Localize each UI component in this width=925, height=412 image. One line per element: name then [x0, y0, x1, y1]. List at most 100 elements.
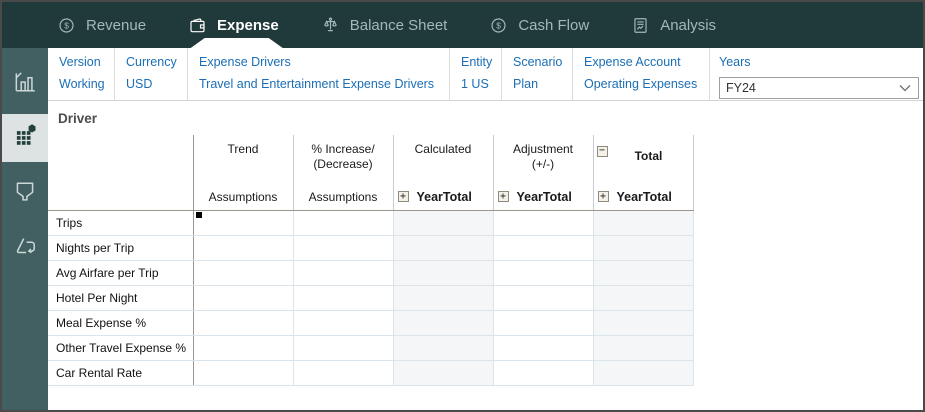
grid-cell-readonly[interactable]: [593, 285, 694, 311]
bar-chart-icon: [12, 68, 38, 99]
column-header-adjustment[interactable]: Adjustment (+/-): [493, 135, 594, 184]
grid-cell-readonly[interactable]: [393, 260, 494, 286]
grid-cell[interactable]: [293, 310, 394, 336]
table-row: Car Rental Rate: [48, 360, 694, 386]
pov-segment-scenario: Scenario Plan: [502, 48, 573, 100]
column-header-yeartotal-adjustment[interactable]: YearTotal: [493, 184, 594, 211]
table-row: Avg Airfare per Trip: [48, 260, 694, 286]
grid-cell-readonly[interactable]: [393, 235, 494, 261]
chevron-down-icon: [899, 84, 918, 92]
cell-selection-marker: [195, 211, 202, 218]
pov-member-version[interactable]: Working: [59, 77, 105, 91]
row-header[interactable]: Other Travel Expense %: [48, 335, 194, 361]
grid-cell-readonly[interactable]: [593, 210, 694, 236]
tab-label: Cash Flow: [518, 16, 590, 34]
years-dropdown-value: FY24: [726, 81, 756, 95]
pov-member-expense-account[interactable]: Operating Expenses: [584, 77, 698, 91]
svg-text:$: $: [64, 20, 69, 30]
pov-label: Currency: [126, 55, 177, 69]
grid-cell[interactable]: [493, 285, 594, 311]
grid-cell[interactable]: [193, 335, 294, 361]
grid-cell-readonly[interactable]: [393, 210, 494, 236]
grid-cell[interactable]: [193, 235, 294, 261]
years-dropdown[interactable]: FY24: [719, 77, 919, 99]
grid-cell-readonly[interactable]: [393, 310, 494, 336]
tab-revenue[interactable]: $ Revenue: [55, 2, 148, 48]
svg-text:$: $: [497, 20, 502, 30]
column-header-assumptions-trend[interactable]: Assumptions: [193, 184, 294, 211]
grid-cell[interactable]: [293, 260, 394, 286]
grid-cell[interactable]: [193, 310, 294, 336]
pov-member-currency[interactable]: USD: [126, 77, 153, 91]
table-row: Meal Expense %: [48, 310, 694, 336]
expand-icon[interactable]: [397, 191, 409, 203]
coin-dollar-icon: $: [489, 16, 508, 35]
grid-cell[interactable]: [193, 285, 294, 311]
row-header[interactable]: Avg Airfare per Trip: [48, 260, 194, 286]
row-header[interactable]: Trips: [48, 210, 194, 236]
row-header[interactable]: Car Rental Rate: [48, 360, 194, 386]
grid-cell[interactable]: [493, 360, 594, 386]
grid-cell[interactable]: [293, 360, 394, 386]
grid-cell[interactable]: [493, 210, 594, 236]
row-header[interactable]: Nights per Trip: [48, 235, 194, 261]
pov-segment-expense-account: Expense Account Operating Expenses: [573, 48, 710, 100]
sidebar-item-process-loop[interactable]: [2, 224, 48, 272]
grid-cell-selected[interactable]: [193, 210, 294, 236]
sidebar-item-data-forms[interactable]: [2, 114, 48, 162]
grid-cell[interactable]: [293, 285, 394, 311]
grid-cell-readonly[interactable]: [593, 310, 694, 336]
row-header[interactable]: Hotel Per Night: [48, 285, 194, 311]
grid-cell-readonly[interactable]: [593, 235, 694, 261]
pov-label: Years: [719, 55, 751, 69]
tab-balance-sheet[interactable]: Balance Sheet: [319, 2, 450, 48]
pov-label: Entity: [461, 55, 493, 69]
collapse-icon[interactable]: [596, 146, 608, 157]
pov-label: Version: [59, 55, 101, 69]
grid-cell[interactable]: [493, 235, 594, 261]
grid-cell-readonly[interactable]: [393, 335, 494, 361]
column-header-pct-increase[interactable]: % Increase/ (Decrease): [293, 135, 394, 184]
form-panel: Driver Trend % Increase/ (Decrease): [48, 101, 923, 410]
column-header-assumptions-pct[interactable]: Assumptions: [293, 184, 394, 211]
pov-member-entity[interactable]: 1 US: [461, 77, 489, 91]
grid-cell[interactable]: [293, 210, 394, 236]
expand-icon[interactable]: [597, 191, 609, 203]
tab-expense[interactable]: Expense: [186, 2, 281, 48]
grid-cell[interactable]: [493, 335, 594, 361]
tab-label: Analysis: [660, 16, 717, 34]
tab-label: Expense: [217, 16, 279, 34]
pov-label: Expense Drivers: [199, 55, 291, 69]
grid-cell[interactable]: [293, 235, 394, 261]
grid-cell[interactable]: [193, 360, 294, 386]
grid-cell-readonly[interactable]: [593, 260, 694, 286]
pov-member-expense-drivers[interactable]: Travel and Entertainment Expense Drivers: [199, 77, 435, 91]
grid-cell-readonly[interactable]: [593, 360, 694, 386]
grid-cell[interactable]: [493, 310, 594, 336]
column-header-yeartotal-total[interactable]: YearTotal: [593, 184, 694, 211]
column-header-trend[interactable]: Trend: [193, 135, 294, 184]
sidebar-item-bar-chart[interactable]: [2, 59, 48, 107]
grid-cell-readonly[interactable]: [393, 285, 494, 311]
grid-cell[interactable]: [193, 260, 294, 286]
expand-icon[interactable]: [497, 191, 509, 203]
table-row: Hotel Per Night: [48, 285, 694, 311]
tab-cash-flow[interactable]: $ Cash Flow: [487, 2, 591, 48]
table-row: Nights per Trip: [48, 235, 694, 261]
table-row: Trips: [48, 210, 694, 236]
column-header-calculated[interactable]: Calculated: [393, 135, 494, 184]
column-header-total[interactable]: Total: [593, 135, 694, 184]
grid-cell-readonly[interactable]: [593, 335, 694, 361]
column-header-yeartotal-calculated[interactable]: YearTotal: [393, 184, 494, 211]
row-header[interactable]: Meal Expense %: [48, 310, 194, 336]
grid-cell[interactable]: [493, 260, 594, 286]
sidebar-item-funnel[interactable]: [2, 169, 48, 217]
balance-scale-icon: [321, 16, 340, 35]
tab-analysis[interactable]: Analysis: [629, 2, 718, 48]
pov-label: Expense Account: [584, 55, 681, 69]
grid-cell-readonly[interactable]: [393, 360, 494, 386]
grid-cell[interactable]: [293, 335, 394, 361]
pov-segment-expense-drivers: Expense Drivers Travel and Entertainment…: [188, 48, 450, 100]
pov-member-scenario[interactable]: Plan: [513, 77, 539, 91]
